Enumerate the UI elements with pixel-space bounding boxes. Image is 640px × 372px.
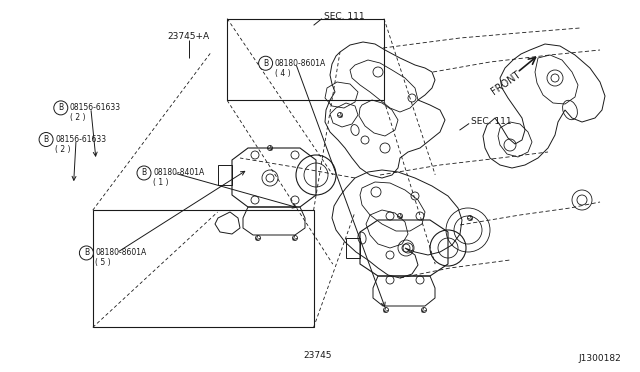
Text: 08180-8401A: 08180-8401A [153,169,204,177]
Text: 23745: 23745 [304,351,332,360]
Text: B: B [58,103,63,112]
Circle shape [39,132,53,147]
Text: FRONT: FRONT [489,69,522,96]
Text: ( 1 ): ( 1 ) [153,179,168,187]
Text: B: B [141,169,147,177]
Text: 08180-8601A: 08180-8601A [275,59,326,68]
Text: 08156-61633: 08156-61633 [55,135,106,144]
Text: SEC. 111: SEC. 111 [471,117,511,126]
Text: B: B [84,248,89,257]
Text: ( 4 ): ( 4 ) [275,69,290,78]
Text: 23745+A: 23745+A [168,32,210,41]
Text: B: B [263,59,268,68]
Circle shape [54,101,68,115]
Bar [227,19,384,100]
Text: B: B [44,135,49,144]
Circle shape [137,166,151,180]
Text: ( 2 ): ( 2 ) [55,145,70,154]
Bar [93,210,314,327]
Circle shape [259,56,273,70]
Text: ( 2 ): ( 2 ) [70,113,85,122]
Text: ( 5 ): ( 5 ) [95,259,111,267]
Text: 08180-8601A: 08180-8601A [95,248,147,257]
Text: J1300182: J1300182 [578,355,621,363]
Text: 08156-61633: 08156-61633 [70,103,121,112]
Text: SEC. 111: SEC. 111 [324,12,364,21]
Circle shape [79,246,93,260]
